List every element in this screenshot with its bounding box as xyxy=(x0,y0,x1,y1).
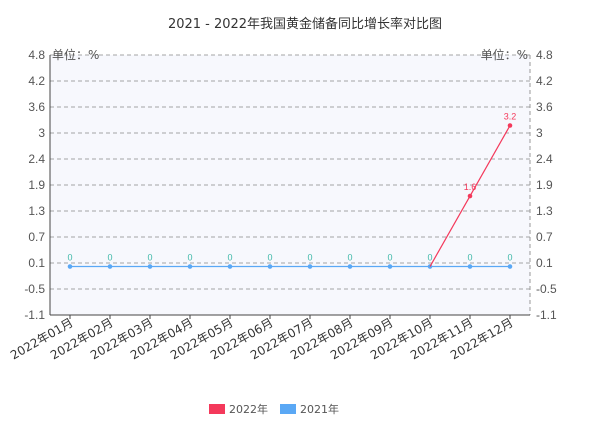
data-point[interactable] xyxy=(267,264,273,269)
chart-title: 2021 - 2022年我国黄金储备同比增长率对比图 xyxy=(168,16,442,32)
legend: 2022年 2021年 xyxy=(209,402,339,416)
data-label: 0 xyxy=(467,253,472,263)
data-point[interactable] xyxy=(347,264,353,269)
y-tick-label-left: 4.2 xyxy=(28,74,45,88)
y-tick-label-left: 1.9 xyxy=(28,178,45,192)
x-tick-labels: 2022年01月2022年02月2022年03月2022年04月2022年05月… xyxy=(8,315,516,363)
legend-swatch-2022 xyxy=(209,404,225,414)
unit-label-right: 单位：% xyxy=(481,47,528,62)
y-tick-label-left: 1.3 xyxy=(28,204,45,218)
y-tick-label-right: 0.1 xyxy=(536,256,553,270)
data-label: 0 xyxy=(147,253,152,263)
y-tick-label-right: 3 xyxy=(536,126,543,140)
series-2022年: 1.6 3.2 xyxy=(429,112,517,267)
data-point[interactable] xyxy=(507,264,513,269)
data-point[interactable] xyxy=(427,264,433,269)
y-tick-label-left: 0.1 xyxy=(28,256,45,270)
data-point[interactable] xyxy=(507,123,513,128)
data-point[interactable] xyxy=(107,264,113,269)
y-tick-label-right: 3.6 xyxy=(536,100,553,114)
data-point[interactable] xyxy=(467,264,473,269)
data-point[interactable] xyxy=(307,264,313,269)
unit-label-left: 单位：% xyxy=(52,47,99,62)
data-label: 0 xyxy=(387,253,392,263)
y-tick-label-right: 4.8 xyxy=(536,48,553,62)
grid-lines xyxy=(50,54,530,290)
y-tick-label-right: -0.5 xyxy=(536,282,557,296)
y-tick-label-right: 2.4 xyxy=(536,152,553,166)
y-tick-label-left: -0.5 xyxy=(24,282,45,296)
data-point[interactable] xyxy=(227,264,233,269)
data-label: 3.2 xyxy=(504,112,517,122)
y-tick-label-left: -1.1 xyxy=(24,308,45,322)
series-layer: 0 0 0 0 0 0 0 0 0 0 0 0 1.6 3.2 xyxy=(67,112,516,269)
legend-item-2022[interactable]: 2022年 xyxy=(209,402,268,416)
y-tick-label-left: 3.6 xyxy=(28,100,45,114)
data-point[interactable] xyxy=(147,264,153,269)
data-label: 0 xyxy=(187,253,192,263)
legend-label-2022: 2022年 xyxy=(229,402,268,416)
series-2021年: 0 0 0 0 0 0 0 0 0 0 0 0 xyxy=(67,253,513,269)
data-label: 0 xyxy=(307,253,312,263)
y-tick-label-right: 0.7 xyxy=(536,230,553,244)
data-point[interactable] xyxy=(67,264,73,269)
legend-item-2021[interactable]: 2021年 xyxy=(280,402,339,416)
y-tick-label-left: 4.8 xyxy=(28,48,45,62)
data-point[interactable] xyxy=(467,193,473,199)
data-label: 0 xyxy=(347,253,352,263)
legend-label-2021: 2021年 xyxy=(300,402,339,416)
data-label: 0 xyxy=(507,253,512,263)
legend-swatch-2021 xyxy=(280,404,296,414)
y-tick-label-right: 1.3 xyxy=(536,204,553,218)
y-tick-label-left: 3 xyxy=(38,126,45,140)
data-label: 0 xyxy=(67,253,72,263)
data-label: 0 xyxy=(107,253,112,263)
y-tick-label-right: 1.9 xyxy=(536,178,553,192)
data-label: 1.6 xyxy=(464,182,477,192)
data-label: 0 xyxy=(227,253,232,263)
y-tick-label-right: 4.2 xyxy=(536,74,553,88)
data-label: 0 xyxy=(427,253,432,263)
data-point[interactable] xyxy=(187,264,193,269)
y-tick-label-left: 2.4 xyxy=(28,152,45,166)
data-point[interactable] xyxy=(387,264,393,269)
y-tick-label-right: -1.1 xyxy=(536,308,557,322)
y-tick-label-left: 0.7 xyxy=(28,230,45,244)
y-tick-labels: 4.8 4.8 4.2 4.2 3.6 3.6 3 3 2.4 2.4 1.9 1.9 1.3 1.3 0.… xyxy=(24,48,557,322)
data-label: 0 xyxy=(267,253,272,263)
